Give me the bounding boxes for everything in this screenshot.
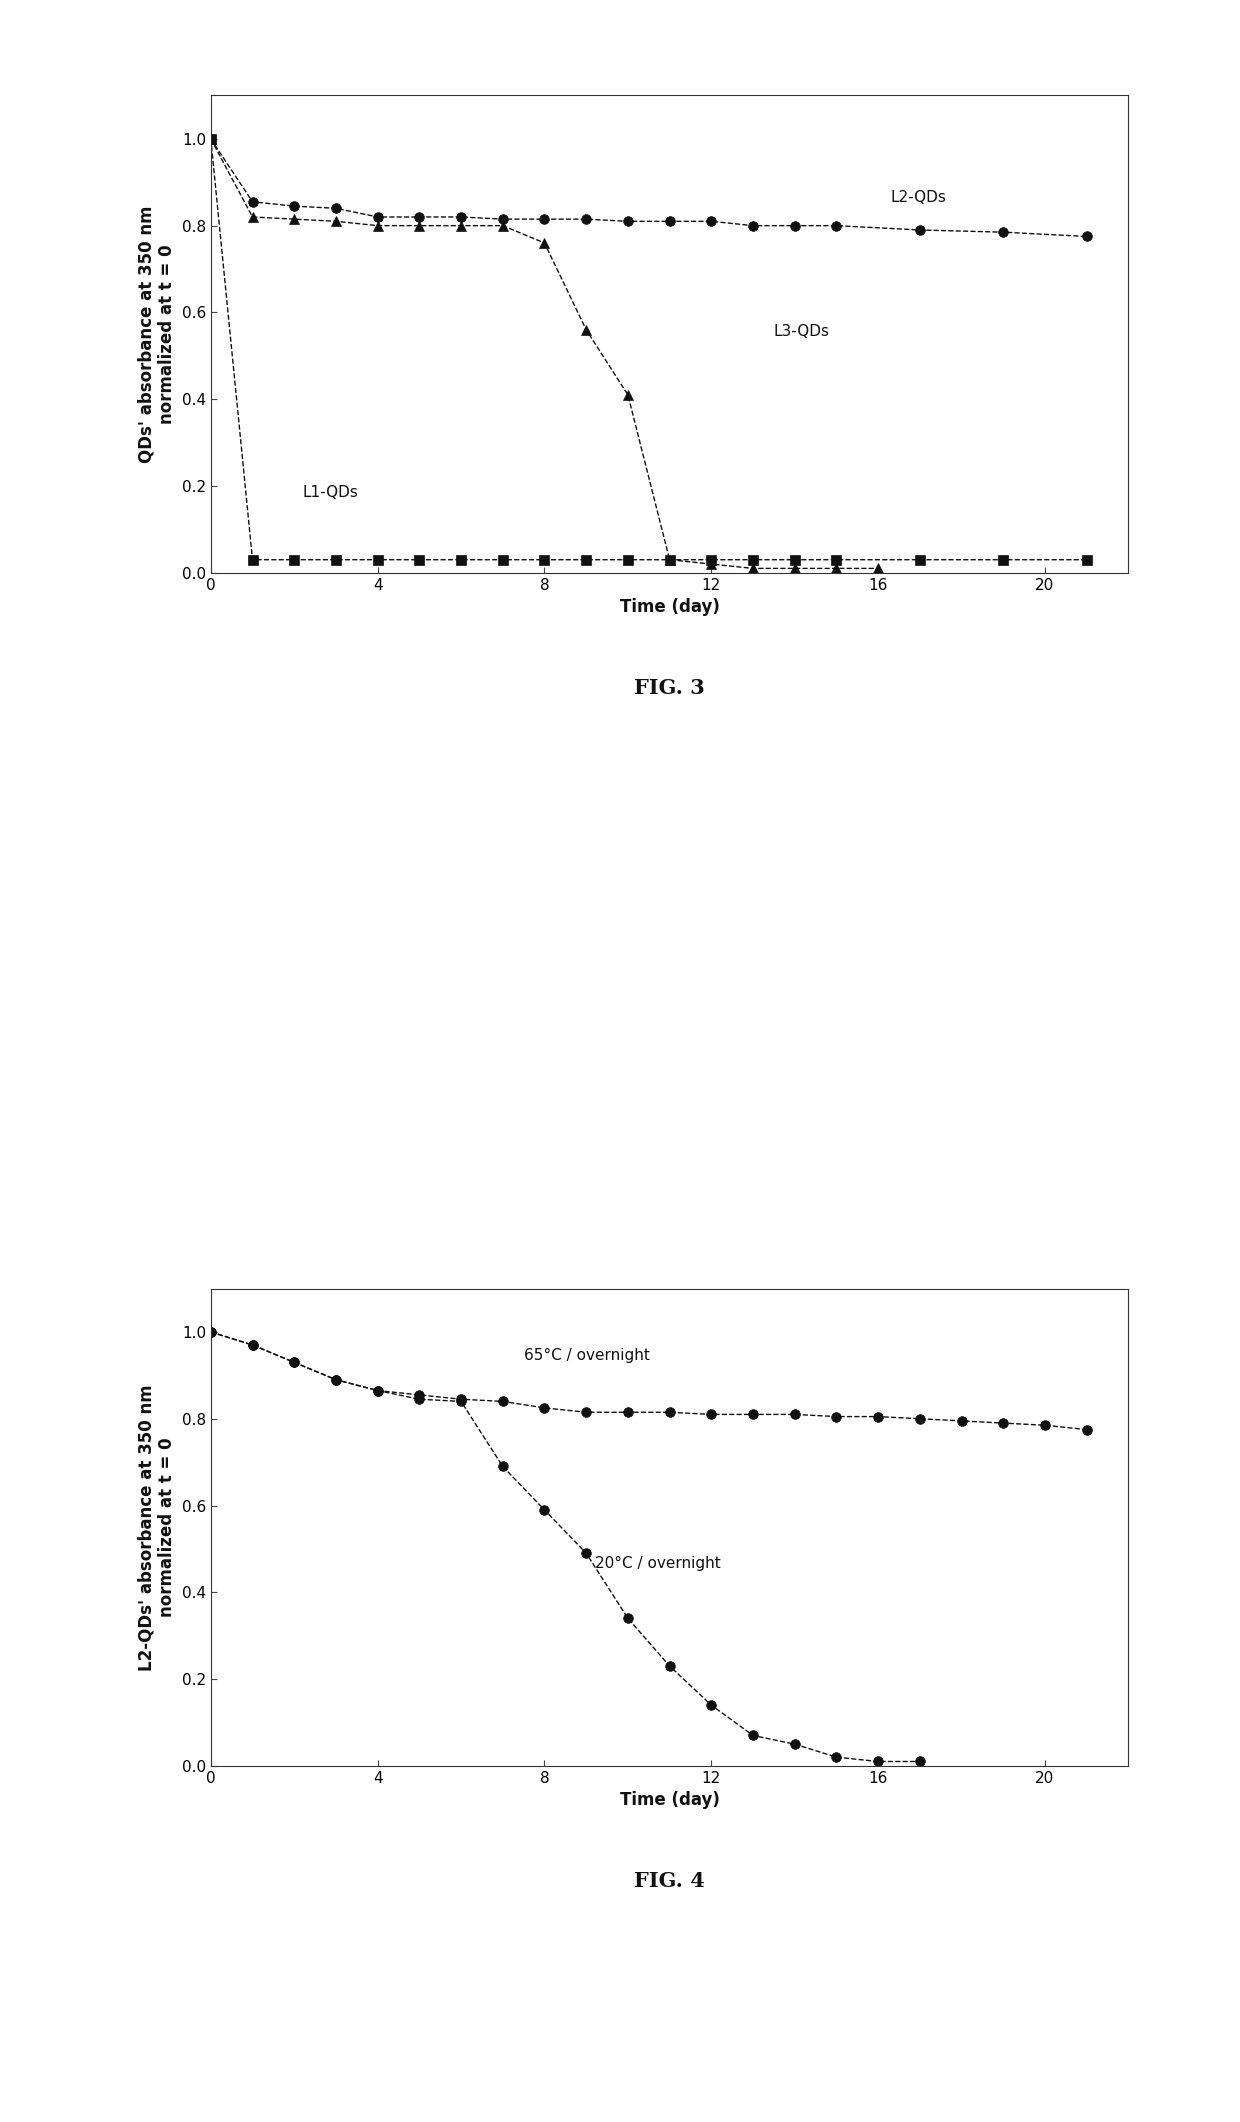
Y-axis label: QDs' absorbance at 350 nm
normalized at t = 0: QDs' absorbance at 350 nm normalized at … — [138, 206, 176, 463]
Text: FIG. 3: FIG. 3 — [634, 677, 706, 698]
X-axis label: Time (day): Time (day) — [620, 598, 719, 615]
X-axis label: Time (day): Time (day) — [620, 1791, 719, 1810]
Text: 65°C / overnight: 65°C / overnight — [523, 1347, 650, 1362]
Text: L3-QDs: L3-QDs — [774, 325, 830, 340]
Text: 20°C / overnight: 20°C / overnight — [594, 1555, 720, 1572]
Text: L2-QDs: L2-QDs — [890, 189, 946, 206]
Text: FIG. 4: FIG. 4 — [634, 1872, 706, 1891]
Text: L1-QDs: L1-QDs — [303, 484, 358, 501]
Y-axis label: L2-QDs' absorbance at 350 nm
normalized at t = 0: L2-QDs' absorbance at 350 nm normalized … — [138, 1384, 176, 1670]
